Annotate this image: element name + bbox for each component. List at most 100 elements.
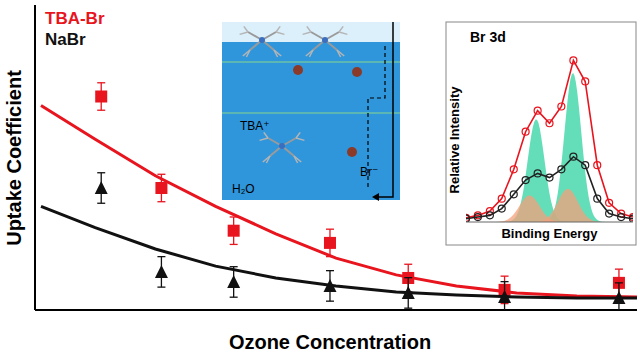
bromide-ion bbox=[352, 67, 362, 77]
error-cap bbox=[326, 270, 334, 271]
bromide-ion bbox=[347, 147, 357, 157]
bond bbox=[337, 50, 341, 57]
spectrum-point bbox=[546, 174, 553, 181]
bond bbox=[296, 138, 304, 140]
y-axis-title: Uptake Coefficient bbox=[3, 70, 25, 246]
spectrum-point bbox=[594, 195, 601, 202]
error-cap bbox=[326, 256, 334, 257]
spectrum-line bbox=[466, 157, 633, 219]
water-box bbox=[222, 22, 400, 200]
spectrum-point bbox=[546, 120, 553, 127]
diagram-inset bbox=[222, 22, 400, 201]
bond bbox=[274, 50, 281, 56]
data-point bbox=[155, 265, 168, 278]
bond bbox=[296, 132, 300, 138]
data-point bbox=[228, 225, 240, 237]
spectrum-point bbox=[486, 212, 493, 219]
bond bbox=[243, 50, 250, 56]
error-cap bbox=[157, 174, 165, 175]
spectrum-point bbox=[558, 103, 565, 110]
inset-baseline bbox=[466, 222, 633, 223]
bond bbox=[307, 26, 311, 32]
bond bbox=[274, 50, 278, 57]
tba-molecule bbox=[303, 26, 348, 57]
bond bbox=[294, 156, 298, 163]
spectrum-point bbox=[630, 215, 634, 222]
xps-inset: Br 3dRelative IntensityBinding Energy bbox=[446, 22, 637, 245]
error-cap bbox=[230, 244, 238, 245]
arrow-head bbox=[372, 193, 379, 201]
bond bbox=[260, 138, 268, 140]
error-cap bbox=[501, 275, 509, 276]
x-axis-title: Ozone Concentration bbox=[229, 331, 431, 353]
error-cap bbox=[230, 266, 238, 267]
error-cap bbox=[157, 201, 165, 202]
data-point bbox=[402, 286, 415, 299]
layer-line bbox=[222, 113, 400, 114]
bond bbox=[263, 156, 270, 162]
error-cap bbox=[404, 277, 412, 278]
peak-component bbox=[466, 189, 633, 222]
legend-entry: NaBr bbox=[45, 30, 86, 49]
bond bbox=[306, 50, 313, 56]
data-point bbox=[612, 291, 625, 304]
layer-line bbox=[222, 62, 400, 63]
error-cap bbox=[615, 282, 623, 283]
nitrogen bbox=[279, 143, 285, 149]
figure: TBA⁺Br⁻H₂OTBA-BrNaBrUptake CoefficientOz… bbox=[0, 0, 640, 357]
spectrum-point bbox=[510, 166, 517, 173]
error-cap bbox=[404, 264, 412, 265]
error-cap bbox=[97, 82, 105, 83]
bond bbox=[264, 132, 268, 138]
nitrogen bbox=[259, 37, 265, 43]
bond bbox=[294, 156, 301, 162]
bromide-ion bbox=[293, 65, 303, 75]
peak-component bbox=[466, 120, 633, 223]
error-cap bbox=[97, 110, 105, 111]
error-cap bbox=[615, 268, 623, 269]
spectrum-point bbox=[534, 170, 541, 177]
spectrum-point bbox=[498, 195, 505, 202]
air-layer bbox=[222, 22, 400, 42]
data-point bbox=[227, 275, 240, 288]
spectrum-point bbox=[606, 199, 613, 206]
bond bbox=[246, 50, 250, 57]
error-cap bbox=[326, 229, 334, 230]
error-cap bbox=[230, 297, 238, 298]
error-cap bbox=[230, 216, 238, 217]
inset-title: Br 3d bbox=[470, 29, 506, 45]
data-point bbox=[95, 181, 108, 194]
data-point bbox=[155, 182, 167, 194]
data-point bbox=[95, 91, 107, 103]
error-cap bbox=[97, 172, 105, 173]
annotation: H₂O bbox=[232, 182, 255, 196]
x-axis bbox=[35, 309, 637, 311]
spectrum-point bbox=[606, 210, 613, 217]
error-cap bbox=[157, 256, 165, 257]
error-cap bbox=[157, 286, 165, 287]
spectrum-point bbox=[582, 78, 589, 85]
bond bbox=[303, 32, 311, 34]
spectrum-point bbox=[510, 191, 517, 198]
inset-x-title: Binding Energy bbox=[501, 226, 598, 241]
spectrum-point bbox=[570, 153, 577, 160]
error-cap bbox=[501, 281, 509, 282]
data-point bbox=[323, 279, 336, 292]
bond bbox=[266, 156, 270, 163]
spectrum-point bbox=[570, 57, 577, 64]
data-point bbox=[324, 237, 336, 249]
error-cap bbox=[326, 301, 334, 302]
error-cap bbox=[97, 203, 105, 204]
bond bbox=[337, 50, 344, 56]
spectrum-point bbox=[522, 177, 529, 184]
nitrogen bbox=[322, 37, 328, 43]
bond bbox=[276, 26, 280, 32]
inset-frame bbox=[446, 22, 636, 245]
spectrum-point bbox=[498, 205, 505, 212]
spectrum-point bbox=[558, 166, 565, 173]
spectrum-point bbox=[618, 214, 625, 221]
annotation: TBA⁺ bbox=[240, 119, 270, 133]
bond bbox=[339, 26, 343, 32]
data-point bbox=[498, 290, 511, 303]
spectrum-point bbox=[582, 162, 589, 169]
